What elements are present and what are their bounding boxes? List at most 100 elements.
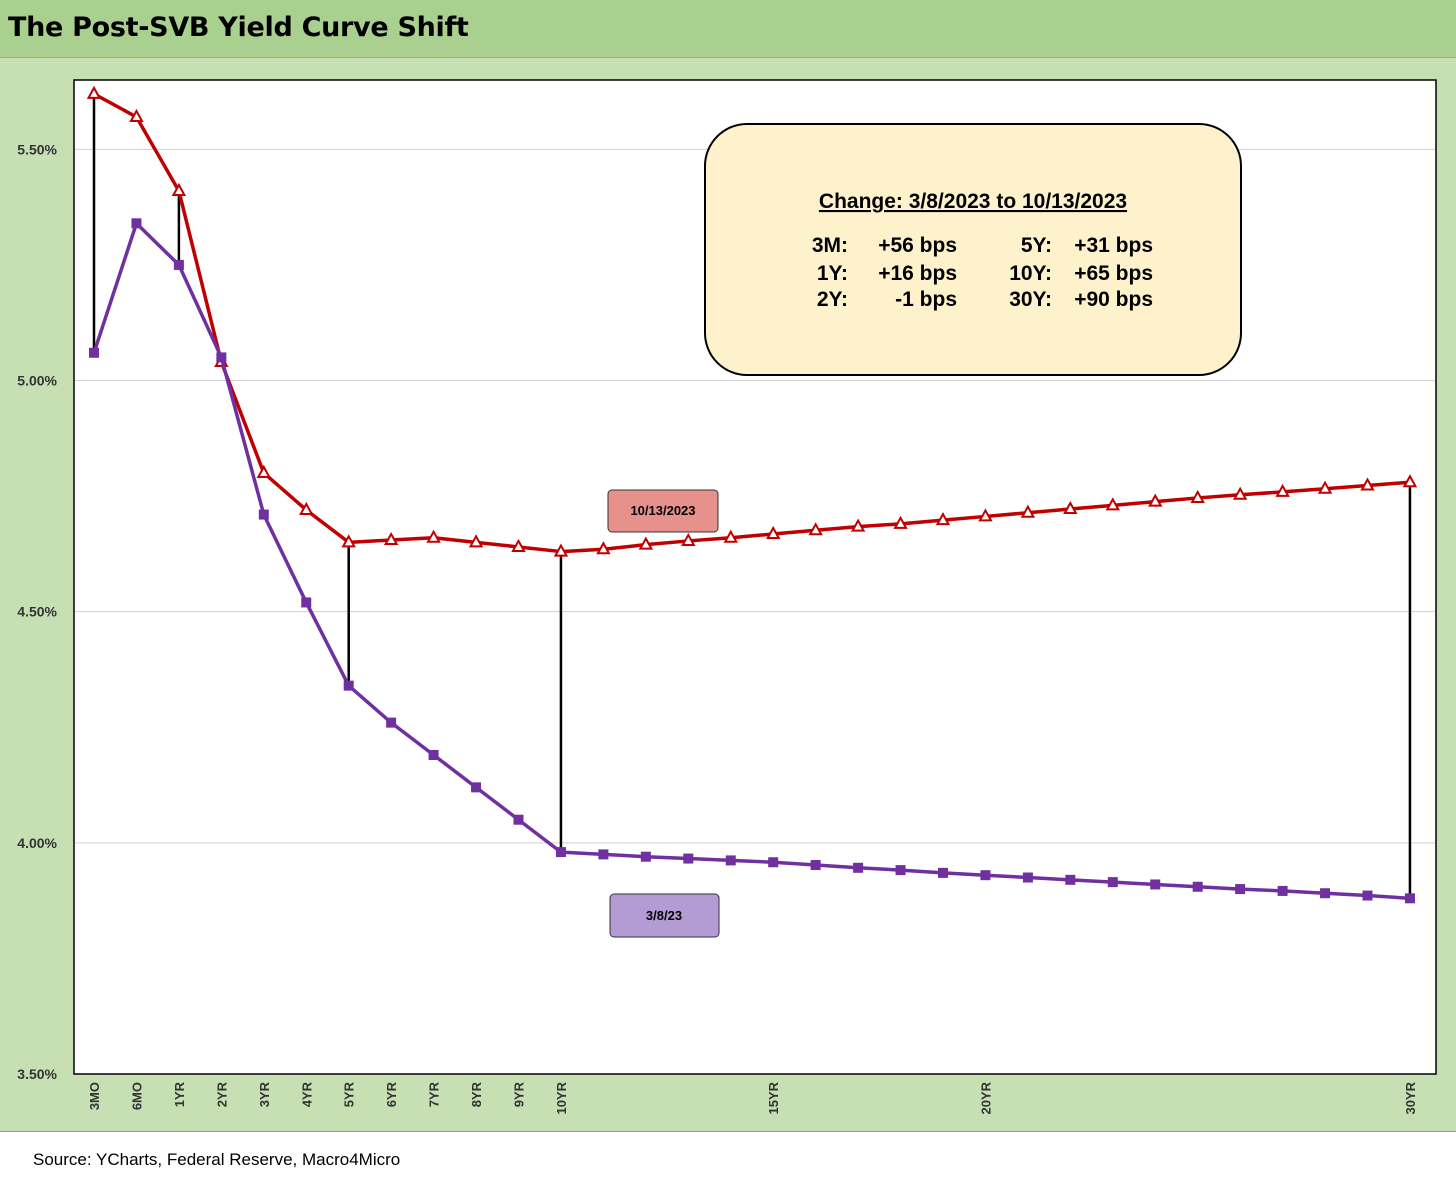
data-point-new — [171, 182, 187, 196]
data-point-old — [555, 847, 566, 858]
data-point-old — [471, 782, 482, 793]
data-point-old — [598, 849, 609, 860]
y-tick-label: 3.50% — [17, 1066, 57, 1082]
data-point-old — [1277, 885, 1288, 896]
source-bar — [0, 1131, 1456, 1180]
data-point-new — [299, 501, 314, 515]
data-point-old — [89, 347, 99, 358]
data-point-old — [1320, 888, 1331, 899]
x-tick-label: 15YR — [766, 1081, 781, 1114]
data-point-old — [173, 259, 184, 270]
annotation-tenor-3m: 3M: — [812, 234, 848, 257]
data-point-old — [386, 717, 397, 728]
chart-title: The Post-SVB Yield Curve Shift — [8, 12, 469, 43]
data-point-new — [935, 512, 951, 526]
data-point-new — [1402, 474, 1418, 488]
annotation-tenor-2y: 2Y: — [817, 288, 848, 311]
y-tick-label: 5.00% — [17, 373, 57, 389]
data-point-old — [1192, 881, 1203, 892]
series-label-new-background — [607, 489, 719, 533]
data-point-new — [1190, 489, 1205, 503]
annotation-value-10y: +65 bps — [1074, 262, 1153, 285]
data-point-old — [725, 855, 736, 866]
series-line-old — [92, 221, 1411, 901]
data-point-new — [681, 532, 696, 546]
data-point-new — [1020, 504, 1036, 518]
data-point-new — [766, 525, 781, 540]
annotation-tenor-30y: 30Y: — [1009, 288, 1052, 311]
data-point-old — [938, 867, 948, 878]
title-bar: The Post-SVB Yield Curve Shift — [0, 0, 1456, 58]
data-point-new — [978, 508, 993, 522]
data-point-old — [1065, 874, 1076, 885]
source-note: Source: YCharts, Federal Reserve, Macro4… — [33, 1150, 401, 1169]
data-point-new — [468, 534, 484, 548]
series-line-new — [93, 92, 1411, 554]
x-tick-label: 5YR — [342, 1081, 357, 1107]
annotation-tenor-1y: 1Y: — [817, 262, 848, 285]
data-point-old — [1150, 879, 1161, 890]
data-point-new — [1063, 500, 1078, 515]
data-point-old — [640, 851, 651, 862]
data-point-old — [428, 749, 439, 760]
x-tick-label: 30YR — [1403, 1081, 1418, 1114]
data-point-new — [723, 529, 738, 543]
spread-lines — [92, 93, 1412, 899]
data-point-old — [810, 860, 821, 871]
x-tick-label: 9YR — [512, 1081, 527, 1107]
data-point-new — [1105, 497, 1120, 511]
series-label-old-text: 3/8/23 — [646, 908, 682, 923]
data-point-new — [850, 518, 866, 532]
x-tick-label: 1YR — [172, 1081, 187, 1107]
annotation-background — [704, 123, 1242, 376]
annotation-tenor-10y: 10Y: — [1009, 262, 1052, 285]
data-point-new — [808, 522, 823, 536]
x-tick-label: 6YR — [384, 1081, 399, 1107]
data-point-new — [383, 531, 399, 546]
annotation-title: Change: 3/8/2023 to 10/13/2023 — [819, 190, 1127, 213]
data-point-new — [86, 85, 102, 99]
data-point-new — [596, 541, 611, 555]
x-tick-label: 6MO — [129, 1082, 144, 1110]
annotation-value-3m: +56 bps — [878, 234, 957, 257]
data-point-new — [129, 108, 144, 122]
x-tick-label: 4YR — [299, 1081, 314, 1107]
x-tick-label: 7YR — [427, 1081, 442, 1107]
data-point-old — [1362, 890, 1373, 901]
data-point-new — [1360, 477, 1375, 491]
data-point-new — [1148, 493, 1163, 507]
x-tick-label: 8YR — [469, 1081, 484, 1107]
data-point-old — [301, 597, 312, 608]
series-label-new-text: 10/13/2023 — [630, 503, 695, 518]
x-axis-tick-labels: 3MO 6MO 1YR 2YR 3YR 4YR 5YR 6YR 7YR 8YR 9YR 10YR 15Y… — [87, 1081, 1418, 1114]
y-tick-label: 4.00% — [17, 835, 57, 851]
data-point-new — [1317, 480, 1333, 494]
data-point-new — [511, 538, 526, 552]
data-point-old — [513, 814, 524, 825]
series-layer — [86, 85, 1418, 904]
x-tick-label: 10YR — [554, 1081, 569, 1114]
annotation-value-2y: -1 bps — [895, 288, 957, 311]
data-point-new — [341, 534, 356, 548]
annotation-tenor-5y: 5Y: — [1021, 234, 1052, 257]
y-tick-label: 4.50% — [17, 604, 57, 620]
data-point-old — [1107, 877, 1118, 888]
annotation-value-1y: +16 bps — [878, 262, 957, 285]
series-label-old-background — [609, 893, 720, 938]
data-point-new — [893, 515, 908, 529]
data-point-old — [131, 218, 142, 229]
x-tick-label: 3MO — [87, 1082, 102, 1110]
data-point-old — [853, 862, 864, 873]
series-label-old: 3/8/23 — [609, 893, 720, 938]
annotation-value-5y: +31 bps — [1074, 234, 1153, 257]
change-annotation-box: Change: 3/8/2023 to 10/13/2023 3M: +56 b… — [704, 123, 1242, 376]
data-point-old — [258, 509, 269, 520]
data-point-new — [638, 536, 654, 550]
data-point-old — [343, 680, 354, 691]
data-point-new — [426, 529, 441, 543]
y-tick-label: 5.50% — [17, 141, 57, 157]
data-point-old — [216, 352, 227, 363]
data-point-new — [553, 543, 569, 557]
